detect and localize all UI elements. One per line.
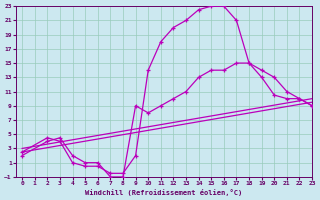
X-axis label: Windchill (Refroidissement éolien,°C): Windchill (Refroidissement éolien,°C)	[85, 189, 243, 196]
